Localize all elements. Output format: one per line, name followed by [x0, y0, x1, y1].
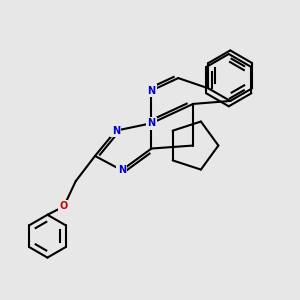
Text: N: N	[118, 165, 126, 175]
Text: N: N	[147, 118, 155, 128]
Text: N: N	[147, 85, 155, 96]
Text: O: O	[60, 202, 68, 212]
Text: N: N	[112, 126, 120, 136]
